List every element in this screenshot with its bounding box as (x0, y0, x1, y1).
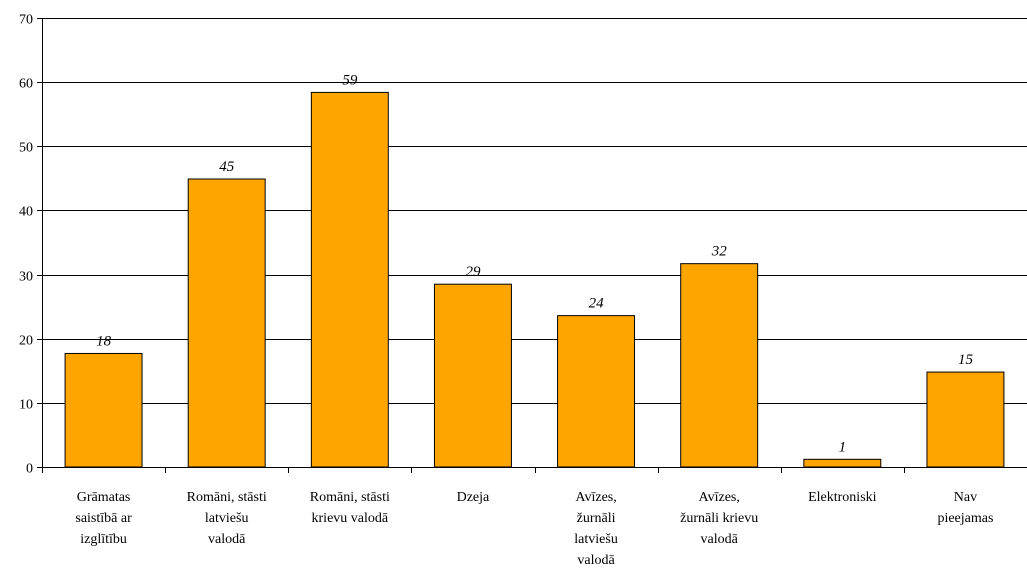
category-label-line: valodā (701, 532, 739, 547)
bar (64, 352, 143, 468)
data-label: 18 (96, 333, 112, 349)
category-label-line: valodā (208, 532, 246, 547)
category-label: Grāmatas saistībā ar izglītību (75, 490, 132, 547)
axes (37, 18, 1027, 473)
bar (803, 458, 882, 468)
category-label: Romāni, stāsti latviešu valodā (187, 490, 267, 547)
category-label-line: izglītību (80, 532, 127, 547)
bar (557, 315, 636, 468)
data-label: 24 (589, 296, 605, 312)
category-label-line: latviešu (205, 511, 249, 526)
category-label: Dzeja (457, 490, 490, 505)
category-label-line: valodā (577, 553, 615, 568)
labels: 0 10 20 30 40 50 60 70 18 Grāmatas saistībā ar izgl… (19, 13, 993, 569)
bars (64, 91, 1005, 468)
category-label: Nav pieejamas (937, 490, 993, 526)
category-label: Avīzes, žurnāli latviešu valodā (574, 490, 618, 568)
data-label: 59 (342, 72, 358, 88)
category-label-line: krievu valodā (312, 511, 389, 526)
category-label-line: Nav (954, 490, 977, 505)
category-label: Elektroniski (808, 490, 877, 505)
category-label-line: Dzeja (457, 490, 490, 505)
data-label: 29 (465, 264, 481, 280)
y-tick-label: 50 (19, 141, 33, 156)
category-label-line: Avīzes, (575, 490, 616, 505)
category-label-line: latviešu (574, 532, 618, 547)
data-label: 15 (958, 352, 974, 368)
category-label-line: Avīzes, (699, 490, 740, 505)
y-tick-label: 40 (19, 205, 33, 220)
bar (926, 371, 1005, 468)
category-label-line: Grāmatas (77, 490, 131, 505)
y-tick-label: 10 (19, 398, 33, 413)
y-tick-label: 0 (26, 462, 33, 477)
data-label: 32 (711, 244, 728, 260)
category-label: Romāni, stāsti krievu valodā (310, 490, 390, 526)
category-label-line: saistībā ar (75, 511, 132, 526)
category-label-line: pieejamas (937, 511, 993, 526)
category-label-line: žurnāli krievu (680, 511, 758, 526)
category-label-line: Romāni, stāsti (187, 490, 267, 505)
category-label-line: Romāni, stāsti (310, 490, 390, 505)
data-label: 1 (839, 439, 847, 455)
bar (187, 178, 266, 468)
category-label-line: Elektroniski (808, 490, 877, 505)
y-tick-label: 70 (19, 13, 33, 28)
y-tick-label: 20 (19, 334, 33, 349)
y-tick-label: 60 (19, 77, 33, 92)
y-tick-label: 30 (19, 270, 33, 285)
bar (310, 91, 389, 468)
data-label: 45 (219, 159, 235, 175)
bar (433, 283, 512, 468)
bar (680, 263, 759, 468)
category-label-line: žurnāli (577, 511, 616, 526)
category-label: Avīzes, žurnāli krievu valodā (680, 490, 758, 547)
